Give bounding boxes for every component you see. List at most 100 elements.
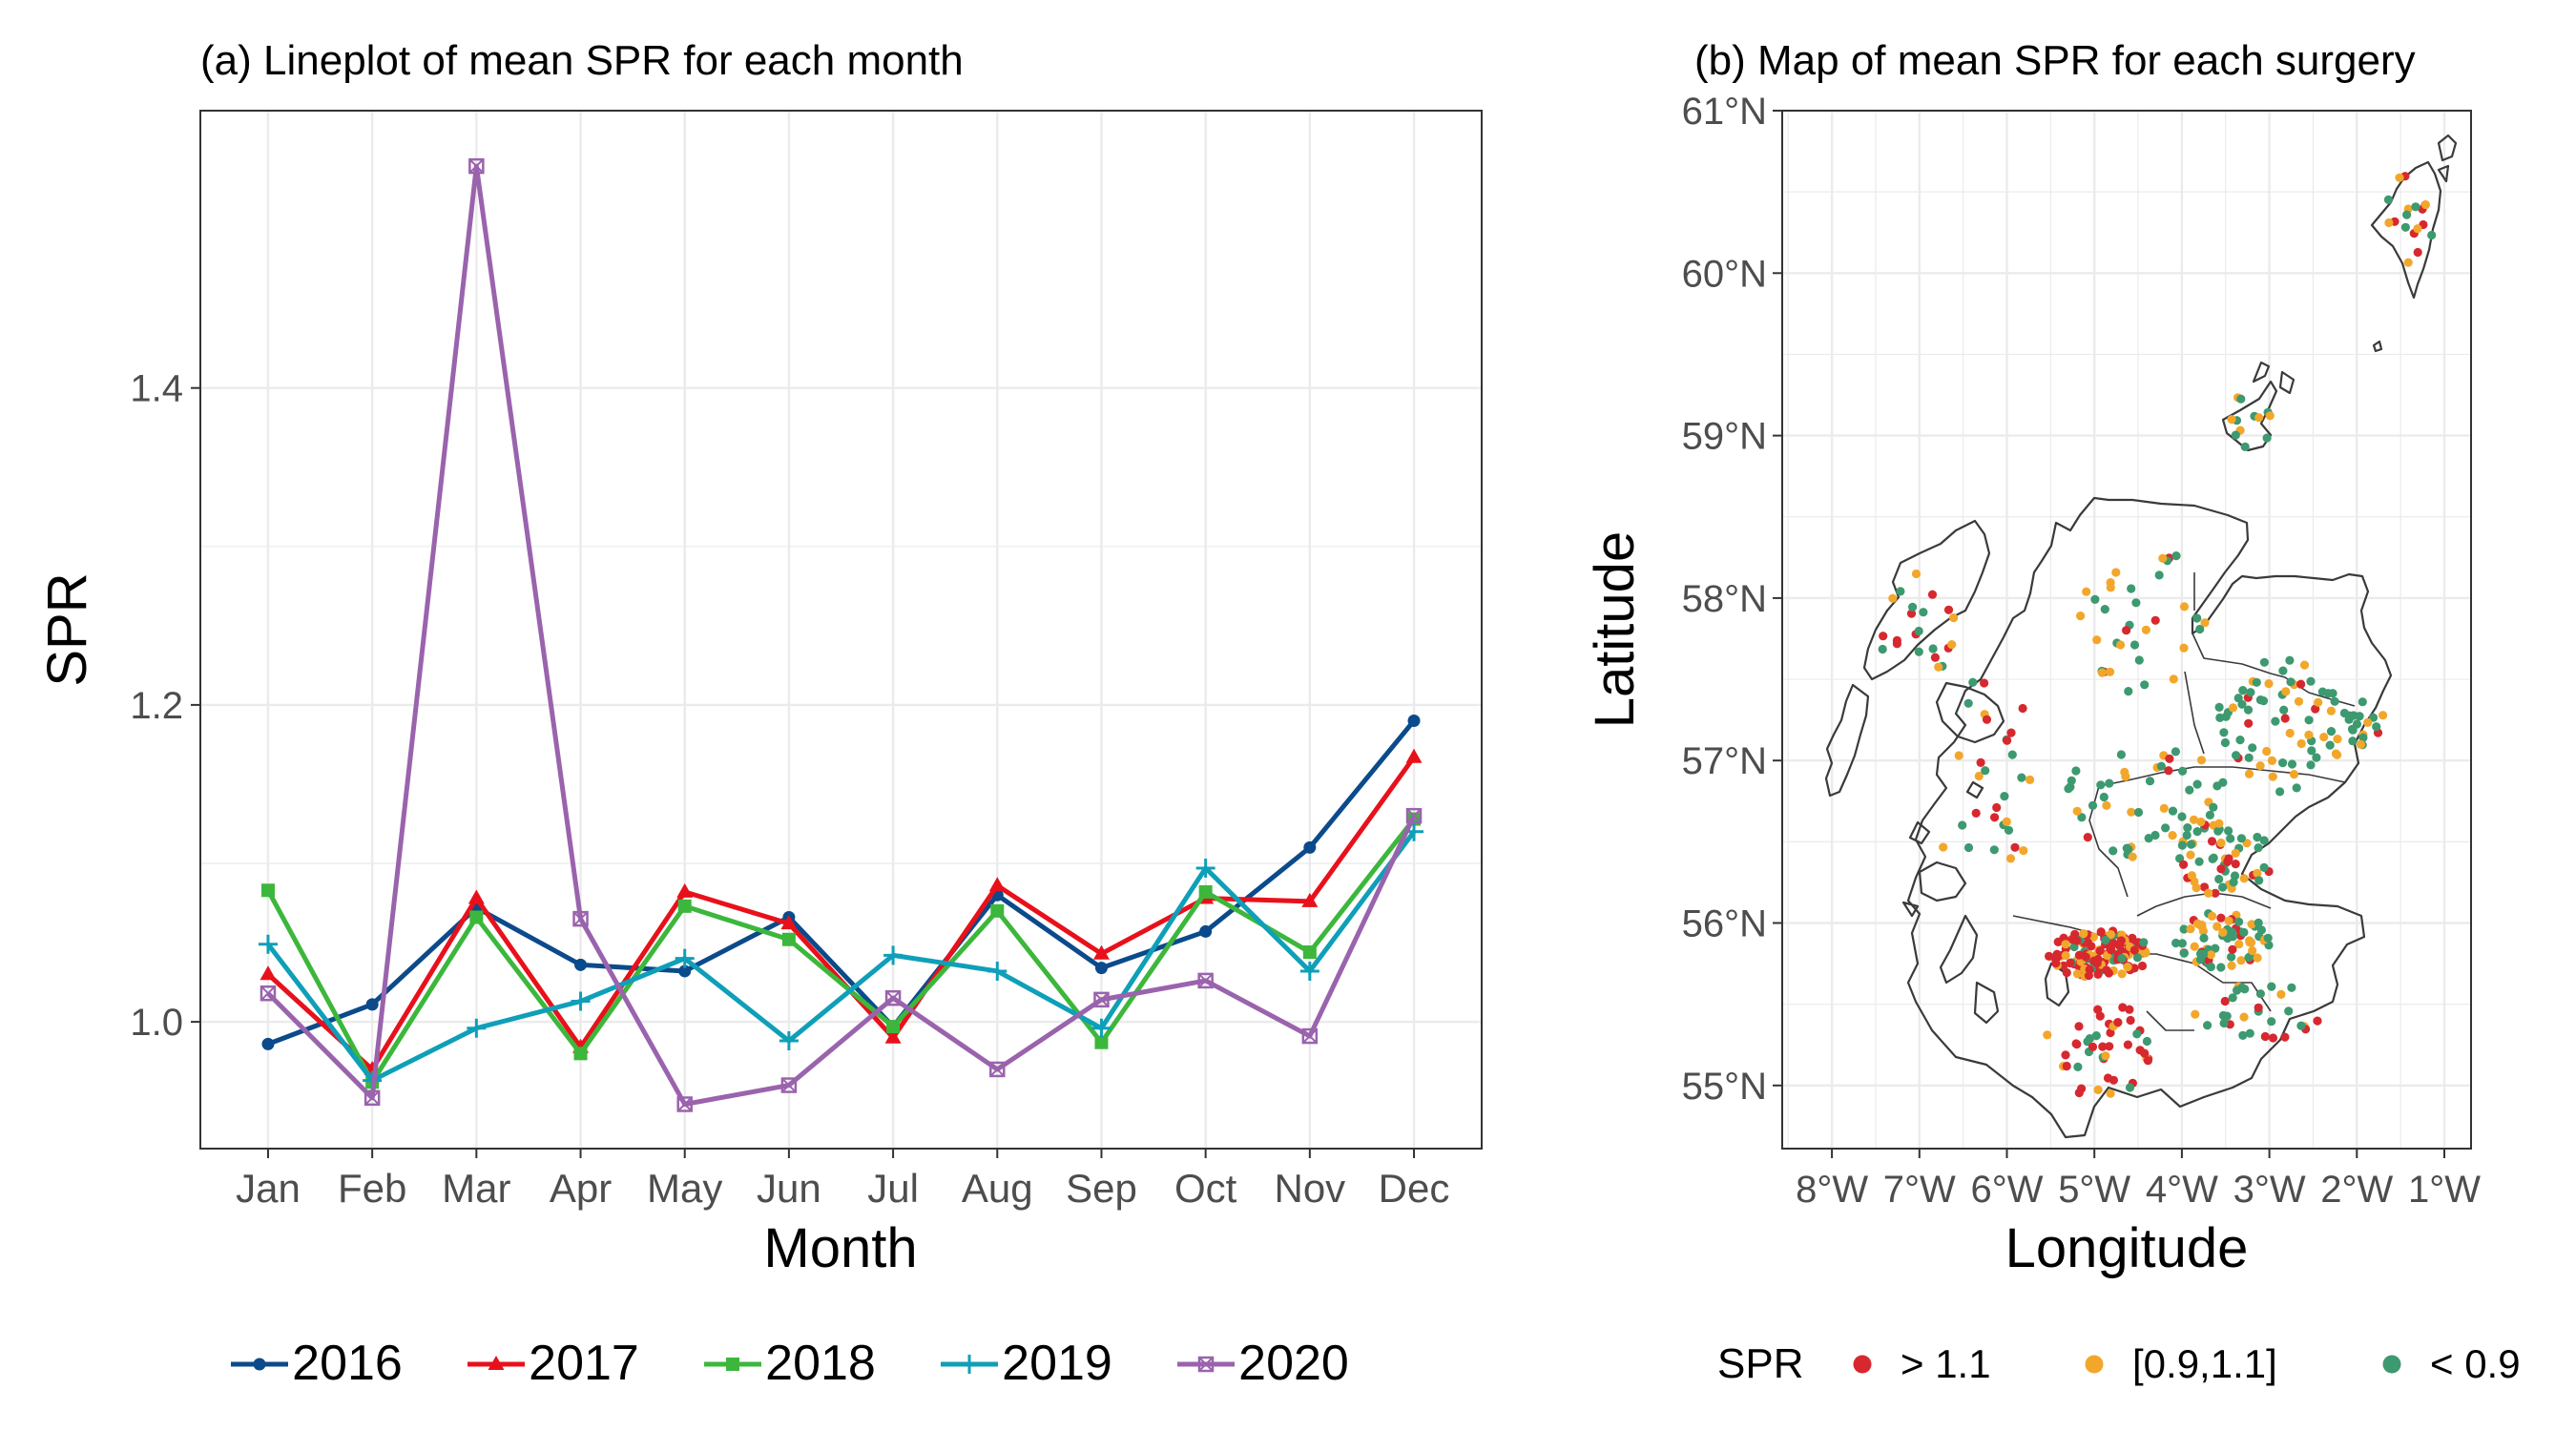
surgery-point [2218, 882, 2228, 892]
surgery-point [2278, 666, 2288, 675]
surgery-point [2194, 857, 2204, 866]
surgery-point [2178, 766, 2188, 776]
surgery-point [2177, 812, 2187, 821]
surgery-point [2211, 944, 2220, 953]
surgery-point [2268, 1033, 2278, 1043]
surgery-point [1954, 751, 1963, 760]
legend-item-2017: 2017 [467, 1336, 639, 1391]
surgery-point [2256, 925, 2266, 935]
surgery-point [2268, 772, 2277, 781]
surgery-point [2232, 751, 2241, 760]
mull-outline [1918, 861, 1967, 902]
surgery-point [2216, 963, 2226, 972]
data-point [1091, 1018, 1111, 1038]
surgery-point [2203, 1021, 2212, 1030]
map-x-tick-label: 8°W [1796, 1169, 1868, 1211]
map-legend-key [1853, 1355, 1872, 1374]
surgery-point [2088, 800, 2098, 811]
lineplot-x-axis-label: Month [763, 1217, 917, 1279]
map-x-tick-label: 2°W [2320, 1169, 2393, 1211]
legend-key-marker [253, 1358, 266, 1371]
surgery-point [2200, 618, 2210, 628]
surgery-point [2244, 769, 2254, 778]
surgery-point [2145, 777, 2155, 786]
lineplot-x-tick-label: Jan [236, 1166, 301, 1211]
data-point [1303, 840, 1317, 854]
surgery-point [2311, 704, 2320, 714]
surgery-point [2187, 840, 2196, 849]
surgery-point [2109, 846, 2118, 856]
data-point [260, 985, 277, 1002]
surgery-point [2215, 713, 2225, 723]
surgery-point [2244, 753, 2254, 762]
surgery-point [2252, 677, 2261, 687]
surgery-point [2139, 938, 2149, 947]
surgery-point [2236, 834, 2246, 843]
surgery-point [2204, 888, 2213, 898]
lineplot-x-tick-label: Jul [867, 1166, 919, 1211]
surgery-point [2240, 442, 2250, 451]
data-point [886, 1020, 901, 1034]
map-title: (b) Map of mean SPR for each surgery [1694, 37, 2416, 84]
surgery-point [1934, 662, 1943, 672]
surgery-point [2143, 1056, 2152, 1066]
data-point [988, 877, 1006, 892]
surgery-point [2134, 655, 2144, 665]
surgery-point [1963, 842, 1974, 853]
surgery-point [2199, 949, 2209, 959]
surgery-point [2254, 413, 2264, 423]
data-point [469, 910, 484, 924]
surgery-point [2236, 394, 2246, 404]
lineplot-panel: (a) Lineplot of mean SPR for each month … [36, 37, 1483, 1391]
data-point [678, 964, 692, 978]
surgery-point [2129, 640, 2140, 650]
surgery-point [1888, 593, 1898, 603]
surgery-point [2255, 989, 2265, 999]
surgery-point [2117, 969, 2127, 979]
lineplot-x-tick-label: Mar [442, 1166, 510, 1211]
data-point [1407, 715, 1421, 728]
lineplot-x-tick-label: Oct [1174, 1166, 1237, 1211]
surgery-point [2403, 258, 2413, 267]
surgery-point [2227, 961, 2236, 970]
surgery-point [2196, 817, 2206, 827]
surgery-point [2133, 807, 2144, 818]
harris-uist-outline [1824, 683, 1870, 798]
legend-item-2018: 2018 [704, 1336, 876, 1391]
lineplot-x-tick-label: Dec [1379, 1166, 1450, 1211]
surgery-point [2081, 952, 2090, 962]
data-point [1299, 961, 1319, 981]
surgery-point [1989, 845, 1999, 855]
surgery-point [2235, 736, 2245, 745]
surgery-point [2326, 706, 2336, 716]
surgery-point [2071, 766, 2081, 776]
surgery-point [1992, 802, 2002, 813]
surgery-point [2124, 687, 2133, 696]
surgery-point [2120, 767, 2129, 778]
surgery-point [2265, 411, 2275, 421]
map-x-tick-label: 5°W [2058, 1169, 2130, 1211]
surgery-point [2122, 626, 2131, 635]
surgery-point [2169, 674, 2178, 684]
data-point [989, 1061, 1006, 1078]
surgery-point [2158, 553, 2168, 563]
surgery-point [2095, 1011, 2105, 1021]
lineplot-ticks: 1.0 1.2 1.4 Jan Feb Mar Apr May Jun Jul Aug Sep Oct N… [130, 368, 1449, 1211]
surgery-point [2326, 727, 2337, 736]
surgery-point [2299, 660, 2310, 670]
surgery-point [2312, 753, 2321, 762]
map-y-tick-label: 57°N [1682, 740, 1767, 782]
data-point [573, 1047, 588, 1061]
surgery-point [2247, 920, 2256, 929]
surgery-point [1968, 677, 1978, 687]
surgery-point [2244, 953, 2254, 963]
surgery-point [2238, 1030, 2248, 1040]
surgery-point [2263, 933, 2273, 943]
surgery-point [2220, 996, 2230, 1006]
data-point [779, 1031, 799, 1051]
map-y-tick-label: 59°N [1682, 416, 1767, 458]
surgery-point [2116, 640, 2126, 650]
surgery-point [2179, 924, 2189, 934]
legend-item-2016: 2016 [231, 1336, 403, 1391]
surgery-point [1914, 647, 1923, 656]
